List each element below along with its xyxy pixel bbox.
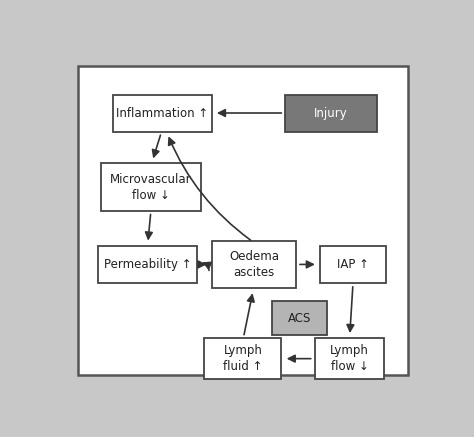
FancyBboxPatch shape: [272, 302, 328, 335]
FancyBboxPatch shape: [320, 246, 386, 283]
Text: Microvascular
flow ↓: Microvascular flow ↓: [110, 173, 192, 201]
Text: Injury: Injury: [314, 107, 348, 119]
Text: Lymph
flow ↓: Lymph flow ↓: [330, 344, 369, 373]
Text: Oedema
ascites: Oedema ascites: [229, 250, 279, 279]
FancyBboxPatch shape: [112, 94, 212, 132]
FancyBboxPatch shape: [315, 338, 384, 379]
FancyBboxPatch shape: [98, 246, 197, 283]
FancyBboxPatch shape: [204, 338, 282, 379]
Text: Permeability ↑: Permeability ↑: [104, 258, 191, 271]
Text: Inflammation ↑: Inflammation ↑: [116, 107, 208, 119]
Text: ACS: ACS: [288, 312, 311, 325]
FancyBboxPatch shape: [212, 241, 296, 288]
Text: IAP ↑: IAP ↑: [337, 258, 369, 271]
FancyBboxPatch shape: [285, 94, 377, 132]
FancyBboxPatch shape: [78, 66, 408, 375]
FancyBboxPatch shape: [101, 163, 201, 211]
Text: Lymph
fluid ↑: Lymph fluid ↑: [223, 344, 263, 373]
